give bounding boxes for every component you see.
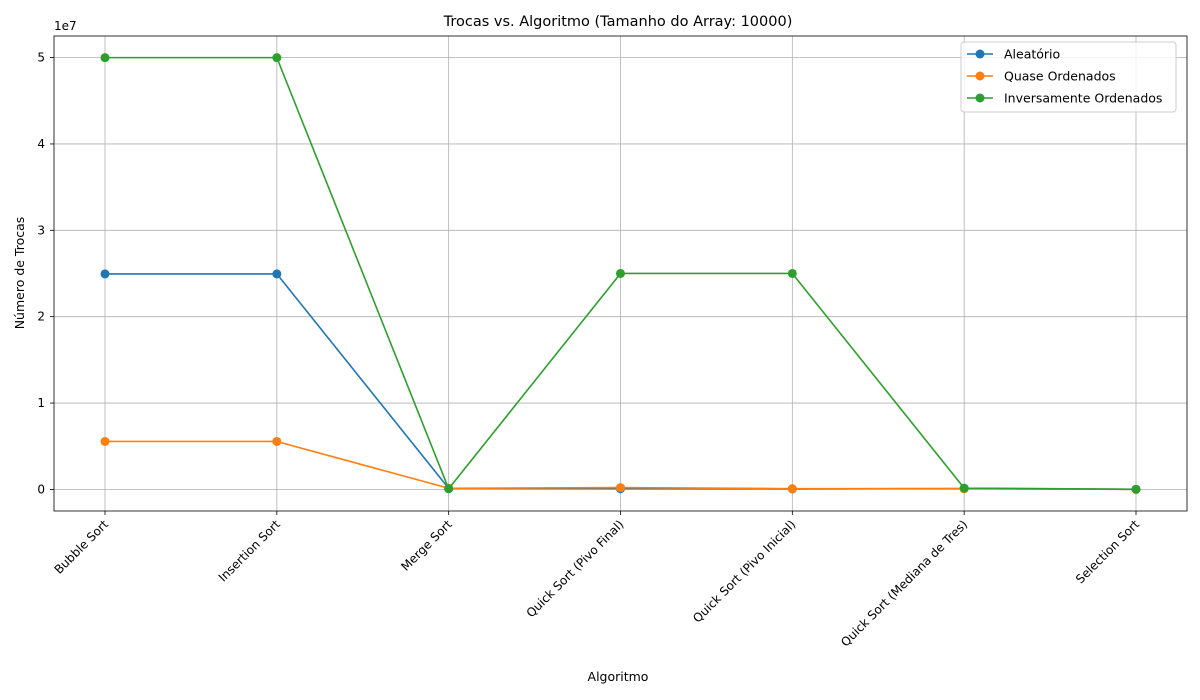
data-point <box>616 268 625 278</box>
x-tick-label: Selection Sort <box>1073 517 1142 586</box>
y-tick-label: 3 <box>37 223 45 237</box>
data-point <box>272 436 282 446</box>
data-point <box>272 53 282 63</box>
data-point <box>1131 484 1141 494</box>
y-tick-label: 1 <box>37 396 45 410</box>
data-point <box>272 269 282 279</box>
y-tick-label: 2 <box>37 310 45 324</box>
x-tick-label: Merge Sort <box>398 517 455 574</box>
x-tick-label: Bubble Sort <box>52 517 112 577</box>
x-tick-label: Insertion Sort <box>216 517 283 584</box>
legend-marker <box>975 71 985 81</box>
data-point <box>100 269 110 279</box>
legend: Aleatório Quase Ordenados Inversamente Ord… <box>960 41 1177 113</box>
axis-ticks: Bubble Sort Insertion Sort Merge Sort Quick… <box>37 51 1142 650</box>
x-tick-label: Quick Sort (Pivo Final) <box>524 517 627 620</box>
legend-label: Inversamente Ordenados <box>1004 91 1162 106</box>
legend-label: Quase Ordenados <box>1004 69 1116 84</box>
y-axis-label: Número de Trocas <box>12 217 27 330</box>
x-tick-label: Quick Sort (Pivo Inicial) <box>690 517 798 625</box>
data-point <box>616 483 625 493</box>
x-axis-label: Algoritmo <box>588 669 649 684</box>
legend-marker <box>975 93 985 103</box>
series-layer <box>100 53 1141 494</box>
y-tick-label: 4 <box>37 137 45 151</box>
x-tick-label: Quick Sort (Mediana de Tres) <box>838 517 970 649</box>
legend-marker <box>975 49 985 59</box>
data-point <box>444 484 454 494</box>
chart-title: Trocas vs. Algoritmo (Tamanho do Array: … <box>443 14 793 30</box>
legend-box <box>960 41 1177 113</box>
plot-area-frame <box>53 35 1188 512</box>
data-point <box>100 436 110 446</box>
data-point <box>100 53 110 63</box>
data-point <box>787 268 797 278</box>
data-point <box>787 484 797 494</box>
y-tick-label: 0 <box>37 482 45 496</box>
legend-label: Aleatório <box>1004 47 1060 62</box>
series-3 <box>100 53 1141 494</box>
data-point <box>959 483 969 493</box>
y-axis-offset-label: 1e7 <box>54 19 77 33</box>
y-tick-label: 5 <box>37 51 45 65</box>
